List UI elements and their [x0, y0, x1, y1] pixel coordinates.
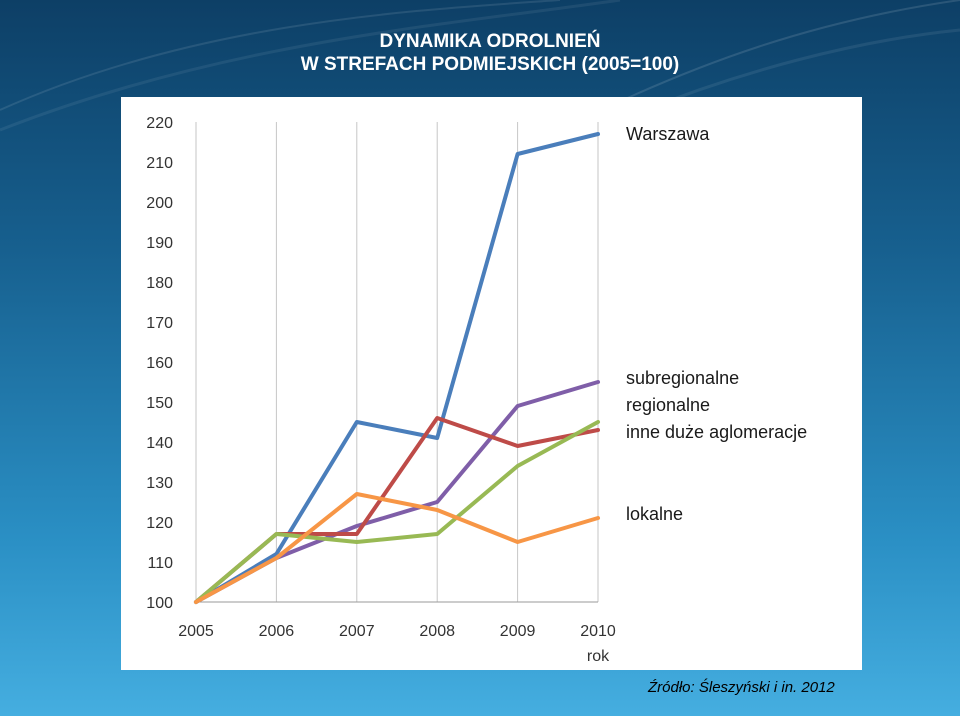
title-line-2: W STREFACH PODMIEJSKICH (2005=100) — [300, 54, 680, 75]
y-tick-label-100: 100 — [146, 595, 173, 612]
y-tick-label-140: 140 — [146, 435, 173, 452]
x-tick-label-2008: 2008 — [419, 623, 455, 640]
y-tick-label-110: 110 — [147, 555, 173, 572]
y-tick-label-160: 160 — [146, 355, 173, 372]
line-chart: 100 110 120 130 140 150 160 170 180 190 200 210 220 2… — [146, 115, 807, 665]
x-tick-label-2006: 2006 — [259, 623, 295, 640]
y-tick-label-130: 130 — [146, 475, 173, 492]
series-label-1: Warszawa — [626, 124, 710, 144]
y-tick-label-180: 180 — [146, 275, 173, 292]
slide-title: DYNAMIKA ODROLNIEŃ W STREFACH PODMIEJSKI… — [230, 30, 750, 76]
source-citation: Źródło: Śleszyński i in. 2012 — [648, 679, 835, 696]
series-label-4: inne duże aglomeracje — [626, 422, 807, 442]
series-line-4 — [194, 420, 600, 604]
x-tick-label-2009: 2009 — [500, 623, 536, 640]
x-axis-title: rok — [587, 648, 610, 665]
y-tick-label-170: 170 — [146, 315, 173, 332]
y-tick-label-210: 210 — [146, 155, 173, 172]
y-tick-label-150: 150 — [146, 395, 173, 412]
chart-panel: 100 110 120 130 140 150 160 170 180 190 200 210 220 2… — [121, 97, 862, 670]
series-label-2: subregionalne — [626, 368, 739, 388]
y-tick-label-190: 190 — [146, 235, 173, 252]
series-label-5: lokalne — [626, 504, 683, 524]
series-line-1 — [194, 132, 600, 604]
y-tick-label-200: 200 — [146, 195, 173, 212]
x-tick-label-2010: 2010 — [580, 623, 616, 640]
series-label-3: regionalne — [626, 395, 710, 415]
y-tick-label-220: 220 — [146, 115, 173, 132]
title-line-1: DYNAMIKA ODROLNIEŃ — [379, 31, 601, 52]
series-line-3 — [194, 416, 600, 604]
x-tick-label-2005: 2005 — [178, 623, 214, 640]
y-tick-label-120: 120 — [146, 515, 173, 532]
series-line-5 — [194, 492, 600, 604]
x-tick-label-2007: 2007 — [339, 623, 375, 640]
